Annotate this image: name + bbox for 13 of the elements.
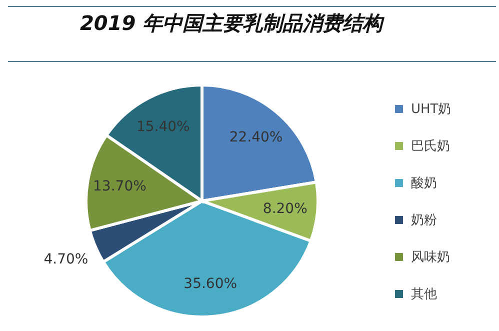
legend-label: UHT奶: [411, 100, 452, 118]
data-label: 8.20%: [262, 200, 308, 217]
legend-label: 风味奶: [411, 248, 450, 266]
legend-label: 奶粉: [411, 212, 437, 228]
legend-label: 其他: [411, 286, 437, 302]
legend-label: 巴氏奶: [411, 138, 450, 154]
data-label: 13.70%: [93, 178, 146, 195]
data-label: 15.40%: [136, 119, 190, 136]
data-label: 4.70%: [44, 251, 88, 268]
data-label: 35.60%: [184, 276, 238, 292]
chart-title: 2019 年中国主要乳制品消费结构: [80, 10, 383, 37]
data-label: 22.40%: [229, 129, 283, 146]
legend-label: 酸奶: [411, 174, 437, 192]
